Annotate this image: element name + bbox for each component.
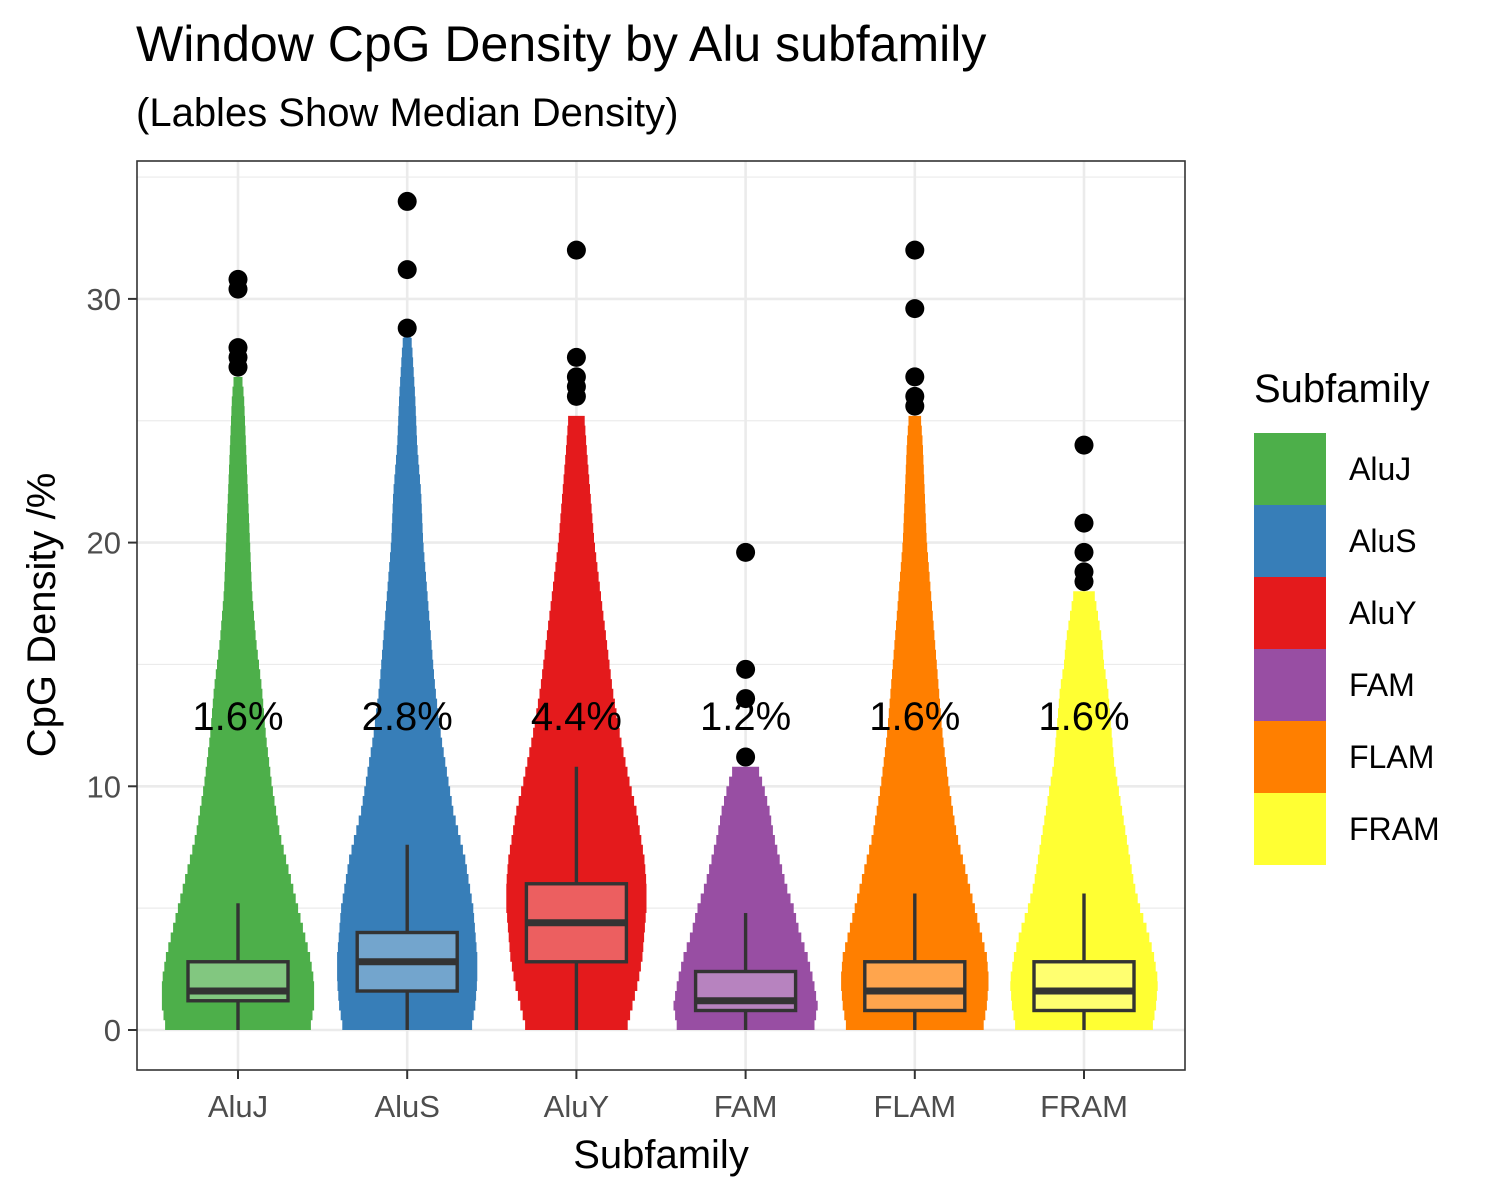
violins bbox=[161, 328, 1158, 1031]
plot-panel-border bbox=[136, 160, 1186, 1071]
violin-FAM bbox=[673, 766, 818, 1030]
x-tick-label: FRAM bbox=[1040, 1089, 1128, 1124]
median-label-AluJ: 1.6% bbox=[192, 695, 283, 739]
outlier-AluY bbox=[566, 347, 586, 367]
x-tick-label: FAM bbox=[714, 1089, 778, 1124]
violin-FLAM bbox=[841, 415, 989, 1030]
outlier-FLAM bbox=[905, 367, 925, 387]
legend-label-AluS: AluS bbox=[1349, 523, 1417, 559]
outlier-FLAM bbox=[905, 396, 925, 416]
outlier-AluS bbox=[397, 191, 417, 211]
outlier-AluY bbox=[566, 386, 586, 406]
legend-title: Subfamily bbox=[1254, 367, 1430, 411]
outlier-FAM bbox=[736, 542, 756, 562]
y-axis-title: CpG Density /% bbox=[20, 473, 64, 758]
x-tick-label: AluY bbox=[544, 1089, 609, 1124]
outlier-AluJ bbox=[228, 357, 248, 377]
chart-subtitle: (Lables Show Median Density) bbox=[136, 91, 679, 135]
legend-key-FAM bbox=[1254, 649, 1326, 721]
legend-key-AluY bbox=[1254, 577, 1326, 649]
x-axis-title: Subfamily bbox=[573, 1133, 749, 1177]
violin-AluJ bbox=[161, 376, 315, 1030]
outlier-AluY bbox=[566, 240, 586, 260]
outlier-FAM bbox=[736, 689, 756, 709]
x-tick-label: FLAM bbox=[873, 1089, 956, 1124]
legend-key-AluJ bbox=[1254, 433, 1326, 505]
box-FRAM bbox=[1032, 960, 1136, 1013]
outlier-FRAM bbox=[1074, 513, 1094, 533]
outlier-AluS bbox=[397, 318, 417, 338]
outlier-AluS bbox=[397, 260, 417, 280]
plot-panel-background bbox=[137, 161, 1185, 1070]
outlier-FAM bbox=[736, 659, 756, 679]
y-tick-label: 20 bbox=[87, 526, 121, 561]
median-label-FAM: 1.2% bbox=[700, 695, 791, 739]
violin-FRAM bbox=[1010, 591, 1158, 1030]
outlier-FLAM bbox=[905, 240, 925, 260]
median-label-AluY: 4.4% bbox=[531, 695, 622, 739]
y-tick-label: 30 bbox=[87, 282, 121, 317]
box-AluJ bbox=[186, 960, 290, 1003]
legend-key-FRAM bbox=[1254, 793, 1326, 865]
outlier-FRAM bbox=[1074, 542, 1094, 562]
median-labels: 1.6% 2.8% 4.4% 1.2% 1.6% 1.6% bbox=[192, 695, 1129, 739]
median-label-FLAM: 1.6% bbox=[869, 695, 960, 739]
legend-label-AluY: AluY bbox=[1349, 595, 1417, 631]
legend-label-FAM: FAM bbox=[1349, 667, 1415, 703]
axes: 0 10 20 30 AluJ AluS AluY FAM FLAM FRAM bbox=[87, 282, 1128, 1124]
outlier-AluJ bbox=[228, 279, 248, 299]
legend-key-FLAM bbox=[1254, 721, 1326, 793]
y-tick-label: 10 bbox=[87, 769, 121, 804]
legend-label-FLAM: FLAM bbox=[1349, 739, 1435, 775]
box-FAM bbox=[693, 969, 798, 1013]
x-tick-label: AluS bbox=[374, 1089, 439, 1124]
box-FLAM bbox=[863, 960, 967, 1013]
violin-AluY bbox=[506, 415, 647, 1030]
outlier-FRAM bbox=[1074, 435, 1094, 455]
boxplots bbox=[186, 766, 1136, 1030]
legend-key-AluS bbox=[1254, 505, 1326, 577]
x-tick-label: AluJ bbox=[208, 1089, 268, 1124]
chart-title: Window CpG Density by Alu subfamily bbox=[136, 16, 987, 72]
median-label-AluS: 2.8% bbox=[362, 695, 453, 739]
outlier-FLAM bbox=[905, 299, 925, 319]
legend-label-FRAM: FRAM bbox=[1349, 811, 1440, 847]
median-label-FRAM: 1.6% bbox=[1038, 695, 1129, 739]
violin-AluS bbox=[337, 328, 478, 1031]
y-tick-label: 0 bbox=[104, 1013, 121, 1048]
outlier-FAM bbox=[736, 747, 756, 767]
outlier-points bbox=[228, 191, 1094, 767]
outlier-FRAM bbox=[1074, 572, 1094, 592]
legend-label-AluJ: AluJ bbox=[1349, 451, 1412, 487]
